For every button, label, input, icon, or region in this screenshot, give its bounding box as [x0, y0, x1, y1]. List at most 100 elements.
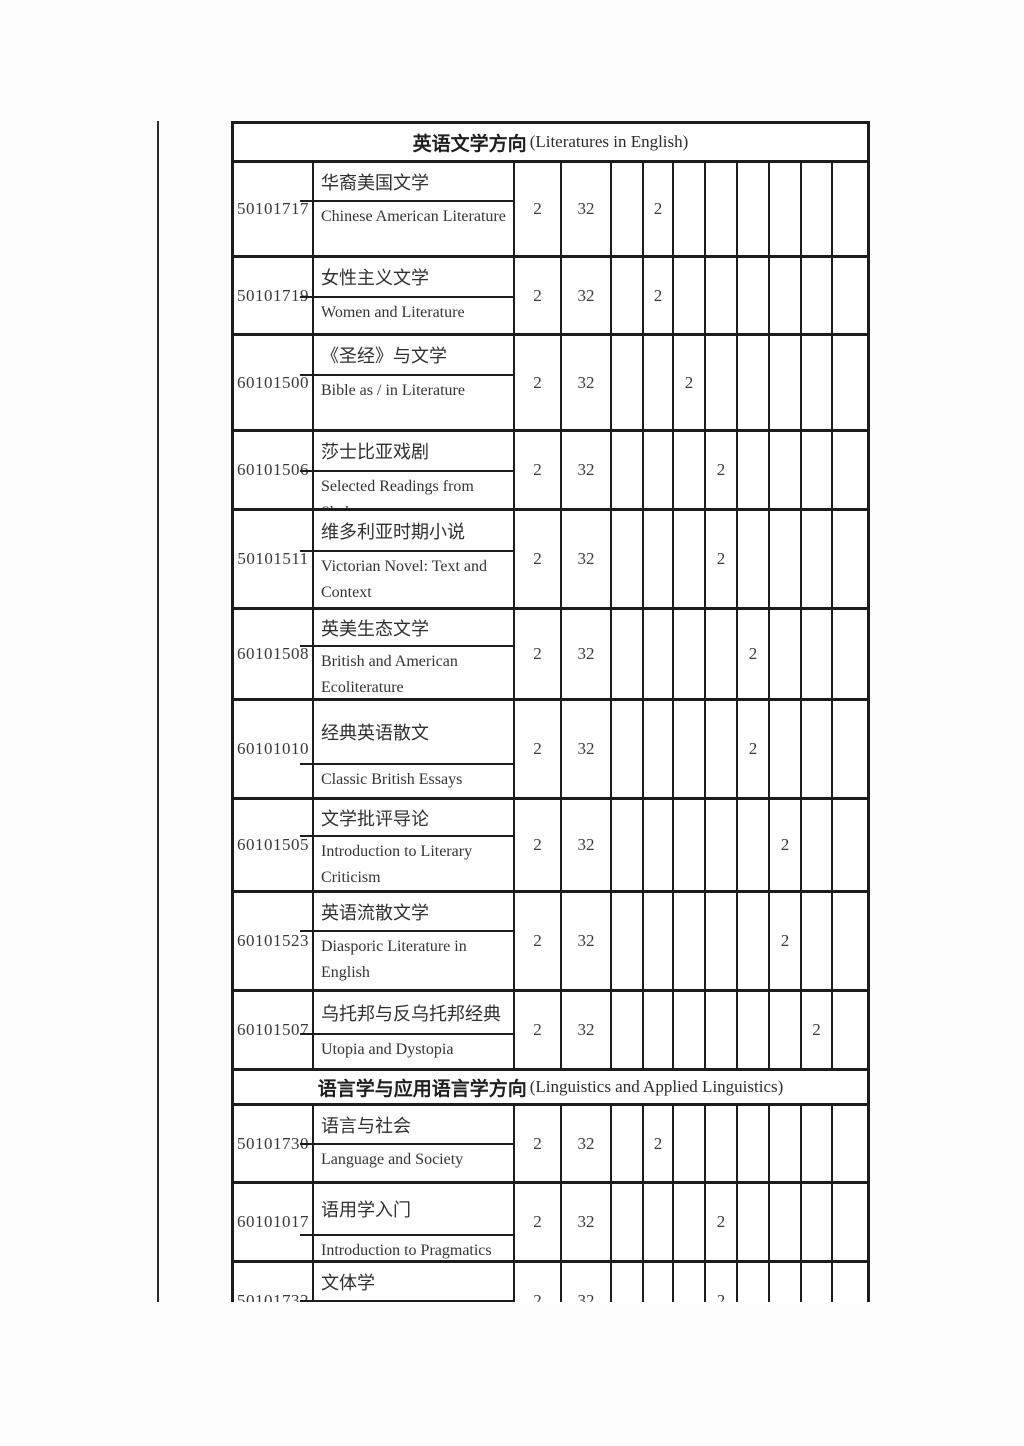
semester-cell: 2	[738, 701, 770, 797]
name-divider-line	[300, 1300, 515, 1302]
course-name-cell: 乌托邦与反乌托邦经典 Utopia and Dystopia	[314, 992, 515, 1068]
semester-cell	[802, 893, 833, 989]
semester-cell	[770, 992, 802, 1068]
course-name-cell: 文体学	[314, 1263, 515, 1302]
semester-cell	[706, 1106, 738, 1181]
section-title-zh: 英语文学方向	[412, 132, 527, 155]
name-divider-line	[300, 835, 515, 837]
course-name-en: Introduction to Pragmatics	[321, 1242, 492, 1259]
hours-cell: 32	[562, 701, 612, 797]
course-name-zh: 文学批评导论	[321, 808, 429, 829]
semester-cell	[674, 992, 706, 1068]
semester-cell: 2	[738, 610, 770, 698]
course-row: 60101523 英语流散文学 Diasporic Literature in …	[234, 893, 867, 992]
course-name-cell: 文学批评导论 Introduction to Literary Criticis…	[314, 800, 515, 890]
semester-cell	[802, 1263, 833, 1302]
course-name-zh: 语用学入门	[321, 1200, 411, 1220]
semester-cell	[770, 432, 802, 508]
semester-cell	[674, 511, 706, 607]
course-name-cell: 英美生态文学 British and American Ecoliteratur…	[314, 610, 515, 698]
course-code: 50101719	[234, 258, 314, 333]
semester-cell: 2	[644, 258, 674, 333]
semester-cell	[612, 992, 644, 1068]
semester-cell	[644, 432, 674, 508]
course-row: 60101507 乌托邦与反乌托邦经典 Utopia and Dystopia …	[234, 992, 867, 1071]
hours-cell: 32	[562, 610, 612, 698]
course-name-en: British and American Ecoliterature	[321, 653, 458, 696]
course-name-zh: 英语流散文学	[321, 902, 429, 923]
semester-cell	[706, 258, 738, 333]
semester-cell	[674, 432, 706, 508]
hours-cell: 32	[562, 893, 612, 989]
semester-cell	[833, 800, 867, 890]
semester-cell	[612, 336, 644, 429]
semester-cell	[833, 258, 867, 333]
course-row: 60101017 语用学入门 Introduction to Pragmatic…	[234, 1184, 867, 1263]
course-row: 60101500 《圣经》与文学 Bible as / in Literatur…	[234, 336, 867, 432]
semester-cell	[706, 800, 738, 890]
semester-cell: 2	[674, 336, 706, 429]
credit-cell: 2	[515, 336, 562, 429]
semester-cell	[644, 1184, 674, 1260]
semester-cell	[612, 163, 644, 255]
course-code: 60101507	[234, 992, 314, 1068]
semester-cell	[674, 893, 706, 989]
course-row: 50101730 语言与社会 Language and Society 2 32…	[234, 1106, 867, 1184]
credit-cell: 2	[515, 800, 562, 890]
semester-cell	[612, 511, 644, 607]
name-divider-line	[300, 550, 515, 552]
course-name-en: Selected Readings from Shakespeare	[321, 478, 474, 508]
semester-cell	[738, 1184, 770, 1260]
hours-cell: 32	[562, 163, 612, 255]
name-divider-line	[300, 1033, 515, 1035]
semester-cell	[674, 163, 706, 255]
course-row: 60101506 莎士比亚戏剧 Selected Readings from S…	[234, 432, 867, 511]
semester-cell	[706, 610, 738, 698]
name-divider-line	[300, 374, 515, 376]
credit-cell: 2	[515, 1263, 562, 1302]
course-name-zh: 莎士比亚戏剧	[321, 442, 429, 462]
semester-cell	[833, 432, 867, 508]
course-code: 60101523	[234, 893, 314, 989]
semester-cell: 2	[802, 992, 833, 1068]
course-name-cell: 语用学入门 Introduction to Pragmatics	[314, 1184, 515, 1260]
course-name-en: Victorian Novel: Text and Context	[321, 558, 488, 601]
hours-cell: 32	[562, 1184, 612, 1260]
semester-cell	[706, 893, 738, 989]
hours-cell: 32	[562, 992, 612, 1068]
curriculum-table: 英语文学方向 (Literatures in English) 50101717…	[231, 121, 870, 1302]
course-code: 50101511	[234, 511, 314, 607]
name-divider-line	[300, 1143, 515, 1145]
course-name-cell: 维多利亚时期小说 Victorian Novel: Text and Conte…	[314, 511, 515, 607]
name-divider-line	[300, 645, 515, 647]
course-name-en: Classic British Essays	[321, 771, 463, 788]
semester-cell	[770, 1184, 802, 1260]
semester-cell	[802, 432, 833, 508]
semester-cell: 2	[770, 893, 802, 989]
hours-cell: 32	[562, 1263, 612, 1302]
name-divider-line	[300, 470, 515, 472]
section-title-en: (Literatures in English)	[529, 132, 689, 151]
semester-cell	[644, 992, 674, 1068]
semester-cell	[738, 992, 770, 1068]
semester-cell	[833, 163, 867, 255]
course-code: 60101505	[234, 800, 314, 890]
course-row: 60101505 文学批评导论 Introduction to Literary…	[234, 800, 867, 893]
semester-cell	[706, 163, 738, 255]
semester-cell	[833, 336, 867, 429]
semester-cell	[770, 1106, 802, 1181]
course-name-en: Language and Society	[321, 1151, 464, 1168]
semester-cell	[802, 800, 833, 890]
semester-cell	[833, 1106, 867, 1181]
semester-cell	[612, 893, 644, 989]
semester-cell	[833, 701, 867, 797]
course-name-cell: 经典英语散文 Classic British Essays	[314, 701, 515, 797]
semester-cell	[802, 1184, 833, 1260]
semester-cell	[644, 701, 674, 797]
semester-cell	[770, 1263, 802, 1302]
course-name-en: Bible as / in Literature	[321, 382, 465, 399]
semester-cell	[802, 258, 833, 333]
semester-cell	[802, 610, 833, 698]
section-title-en: (Linguistics and Applied Linguistics)	[529, 1077, 784, 1096]
credit-cell: 2	[515, 258, 562, 333]
